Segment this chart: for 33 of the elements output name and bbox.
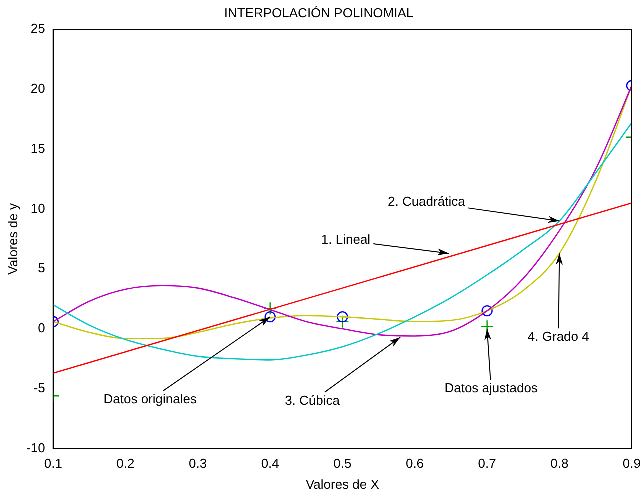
y-tick-label: 20 — [30, 81, 46, 96]
y-axis-title: Valores de y — [5, 203, 20, 275]
x-tick-label: 0.6 — [406, 456, 424, 472]
point — [480, 320, 494, 334]
x-tick-label: 0.2 — [116, 456, 135, 472]
x-tick-label: 0.1 — [44, 456, 62, 472]
point — [336, 315, 350, 328]
y-tick-label: 5 — [38, 260, 46, 276]
annotation: Datos originales — [104, 392, 198, 407]
y-tick-label: 0 — [38, 320, 46, 336]
annotation: 1. Lineal — [321, 232, 371, 248]
point — [482, 305, 493, 317]
annotation: 2. Cuadrática — [388, 194, 466, 209]
x-tick-label: 0.9 — [622, 456, 642, 472]
line-series — [53, 122, 632, 361]
y-tick-label: -10 — [26, 440, 46, 456]
annotation: 4. Grado 4 — [528, 329, 590, 344]
x-tick-label: 0.5 — [334, 456, 352, 472]
chart-title: INTERPOLACIÓN POLINOMIAL — [224, 5, 414, 20]
x-tick-label: 0.4 — [261, 456, 280, 472]
point — [337, 311, 348, 323]
annotation: Datos ajustados — [444, 380, 538, 396]
point — [264, 302, 277, 316]
x-tick-label: 0.7 — [478, 456, 496, 472]
annotation: 3. Cúbica — [285, 392, 341, 408]
x-tick-label: 0.3 — [188, 456, 208, 472]
x-axis-title: Valores de X — [306, 476, 380, 492]
y-tick-label: 15 — [30, 140, 46, 156]
y-tick-label: -5 — [34, 380, 46, 396]
point — [264, 311, 276, 323]
x-tick-label: 0.8 — [550, 456, 569, 472]
y-tick-label: 25 — [30, 21, 46, 36]
y-tick-label: 10 — [30, 200, 46, 216]
